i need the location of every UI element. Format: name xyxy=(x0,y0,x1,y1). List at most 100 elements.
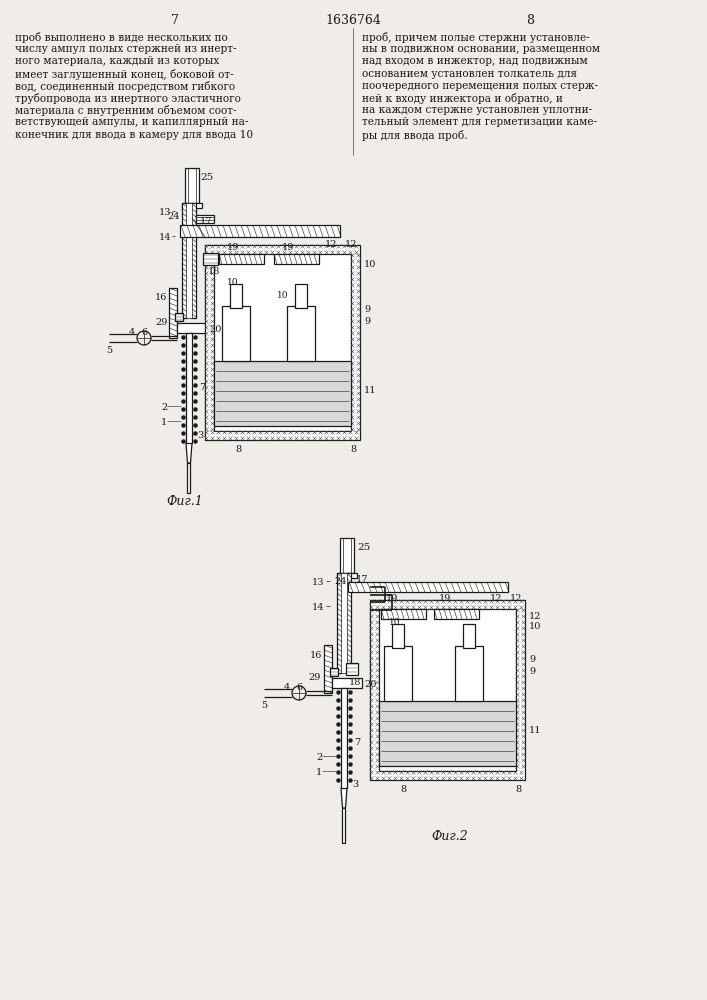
Bar xyxy=(384,646,412,701)
Text: тельный элемент для герметизации каме-: тельный элемент для герметизации каме- xyxy=(362,117,597,127)
Bar xyxy=(185,168,199,203)
Text: 19: 19 xyxy=(386,594,398,603)
Text: 9: 9 xyxy=(529,667,535,676)
Text: 2: 2 xyxy=(161,403,168,412)
Text: 16: 16 xyxy=(310,651,322,660)
Bar xyxy=(370,600,525,780)
Bar xyxy=(186,333,192,443)
Text: 25: 25 xyxy=(200,173,214,182)
Bar xyxy=(177,323,207,333)
Text: 1: 1 xyxy=(161,418,168,427)
Bar xyxy=(455,646,483,701)
Bar xyxy=(295,284,307,308)
Text: 4: 4 xyxy=(284,683,291,692)
Text: 7: 7 xyxy=(354,738,361,747)
Text: 6: 6 xyxy=(141,328,147,337)
Bar xyxy=(175,313,183,321)
Text: над входом в инжектор, над подвижным: над входом в инжектор, над подвижным xyxy=(362,56,588,66)
Text: 11: 11 xyxy=(529,726,542,735)
Text: на каждом стержне установлен уплотни-: на каждом стержне установлен уплотни- xyxy=(362,105,592,115)
Text: ры для ввода проб.: ры для ввода проб. xyxy=(362,130,467,141)
Text: 29: 29 xyxy=(308,673,320,682)
Text: имеет заглушенный конец, боковой от-: имеет заглушенный конец, боковой от- xyxy=(15,69,233,80)
Text: 10: 10 xyxy=(389,618,400,627)
Bar xyxy=(348,582,508,592)
Text: Фиг.1: Фиг.1 xyxy=(167,495,204,508)
Bar xyxy=(214,254,351,431)
Text: 4: 4 xyxy=(129,328,135,337)
Text: 19: 19 xyxy=(227,243,240,252)
Text: 8: 8 xyxy=(515,785,521,794)
Text: 7: 7 xyxy=(199,383,205,392)
Text: 1636764: 1636764 xyxy=(325,14,381,27)
Bar xyxy=(182,203,187,318)
Polygon shape xyxy=(186,443,192,463)
Text: 9: 9 xyxy=(364,305,370,314)
Bar xyxy=(337,573,357,578)
Bar xyxy=(379,609,516,771)
Bar xyxy=(332,678,362,688)
Text: 17: 17 xyxy=(356,575,368,584)
Bar xyxy=(381,609,426,619)
Bar xyxy=(341,573,347,673)
Text: 8: 8 xyxy=(350,445,356,454)
Bar xyxy=(205,245,360,440)
Bar xyxy=(463,624,475,648)
Text: 14: 14 xyxy=(159,233,172,242)
Text: 13: 13 xyxy=(159,208,172,217)
Text: 9: 9 xyxy=(529,655,535,664)
Text: ветствующей ампулы, и капиллярный на-: ветствующей ампулы, и капиллярный на- xyxy=(15,117,248,127)
Text: 29: 29 xyxy=(155,318,168,327)
Bar xyxy=(203,253,218,265)
Polygon shape xyxy=(341,788,347,808)
Bar xyxy=(186,203,192,318)
Bar xyxy=(392,624,404,648)
Text: трубопровода из инертного эластичного: трубопровода из инертного эластичного xyxy=(15,93,241,104)
Text: вод, соединенный посредством гибкого: вод, соединенный посредством гибкого xyxy=(15,81,235,92)
Text: Фиг.2: Фиг.2 xyxy=(432,830,468,843)
Text: 20: 20 xyxy=(209,325,221,334)
Text: основанием установлен толкатель для: основанием установлен толкатель для xyxy=(362,69,577,79)
Text: 14: 14 xyxy=(312,603,325,612)
Bar xyxy=(214,361,351,426)
Text: 12: 12 xyxy=(325,240,337,249)
Text: поочередного перемещения полых стерж-: поочередного перемещения полых стерж- xyxy=(362,81,598,91)
Text: 17: 17 xyxy=(200,217,213,226)
Bar xyxy=(342,808,346,843)
Bar xyxy=(434,609,479,619)
Bar xyxy=(180,225,340,237)
Text: 8: 8 xyxy=(400,785,406,794)
Bar xyxy=(196,215,214,223)
Text: 19: 19 xyxy=(282,243,294,252)
Text: 5: 5 xyxy=(106,346,112,355)
Text: 13: 13 xyxy=(312,578,325,587)
Text: проб выполнено в виде нескольких по: проб выполнено в виде нескольких по xyxy=(15,32,228,43)
Bar xyxy=(169,288,177,338)
Bar xyxy=(341,688,347,788)
Bar xyxy=(230,284,242,308)
Text: 20: 20 xyxy=(364,680,376,689)
Text: 12: 12 xyxy=(345,240,358,249)
Text: ны в подвижном основании, размещенном: ны в подвижном основании, размещенном xyxy=(362,44,600,54)
Text: 9: 9 xyxy=(364,317,370,326)
Text: 24: 24 xyxy=(334,577,346,586)
Bar xyxy=(219,254,264,264)
Text: ного материала, каждый из которых: ного материала, каждый из которых xyxy=(15,56,219,66)
Text: конечник для ввода в камеру для ввода 10: конечник для ввода в камеру для ввода 10 xyxy=(15,130,253,140)
Text: 7: 7 xyxy=(171,14,179,27)
Text: материала с внутренним объемом соот-: материала с внутренним объемом соот- xyxy=(15,105,237,116)
Text: 25: 25 xyxy=(357,543,370,552)
Text: числу ампул полых стержней из инерт-: числу ампул полых стержней из инерт- xyxy=(15,44,237,54)
Bar xyxy=(182,203,202,208)
Bar xyxy=(191,203,196,318)
Text: 10: 10 xyxy=(227,278,238,287)
Text: 18: 18 xyxy=(208,267,221,276)
Text: 16: 16 xyxy=(155,293,168,302)
Text: 10: 10 xyxy=(529,622,542,631)
Text: 11: 11 xyxy=(364,386,377,395)
Bar xyxy=(337,573,342,673)
Text: проб, причем полые стержни установле-: проб, причем полые стержни установле- xyxy=(362,32,590,43)
Text: 10: 10 xyxy=(277,291,288,300)
Text: 1: 1 xyxy=(316,768,322,777)
Text: 8: 8 xyxy=(526,14,534,27)
